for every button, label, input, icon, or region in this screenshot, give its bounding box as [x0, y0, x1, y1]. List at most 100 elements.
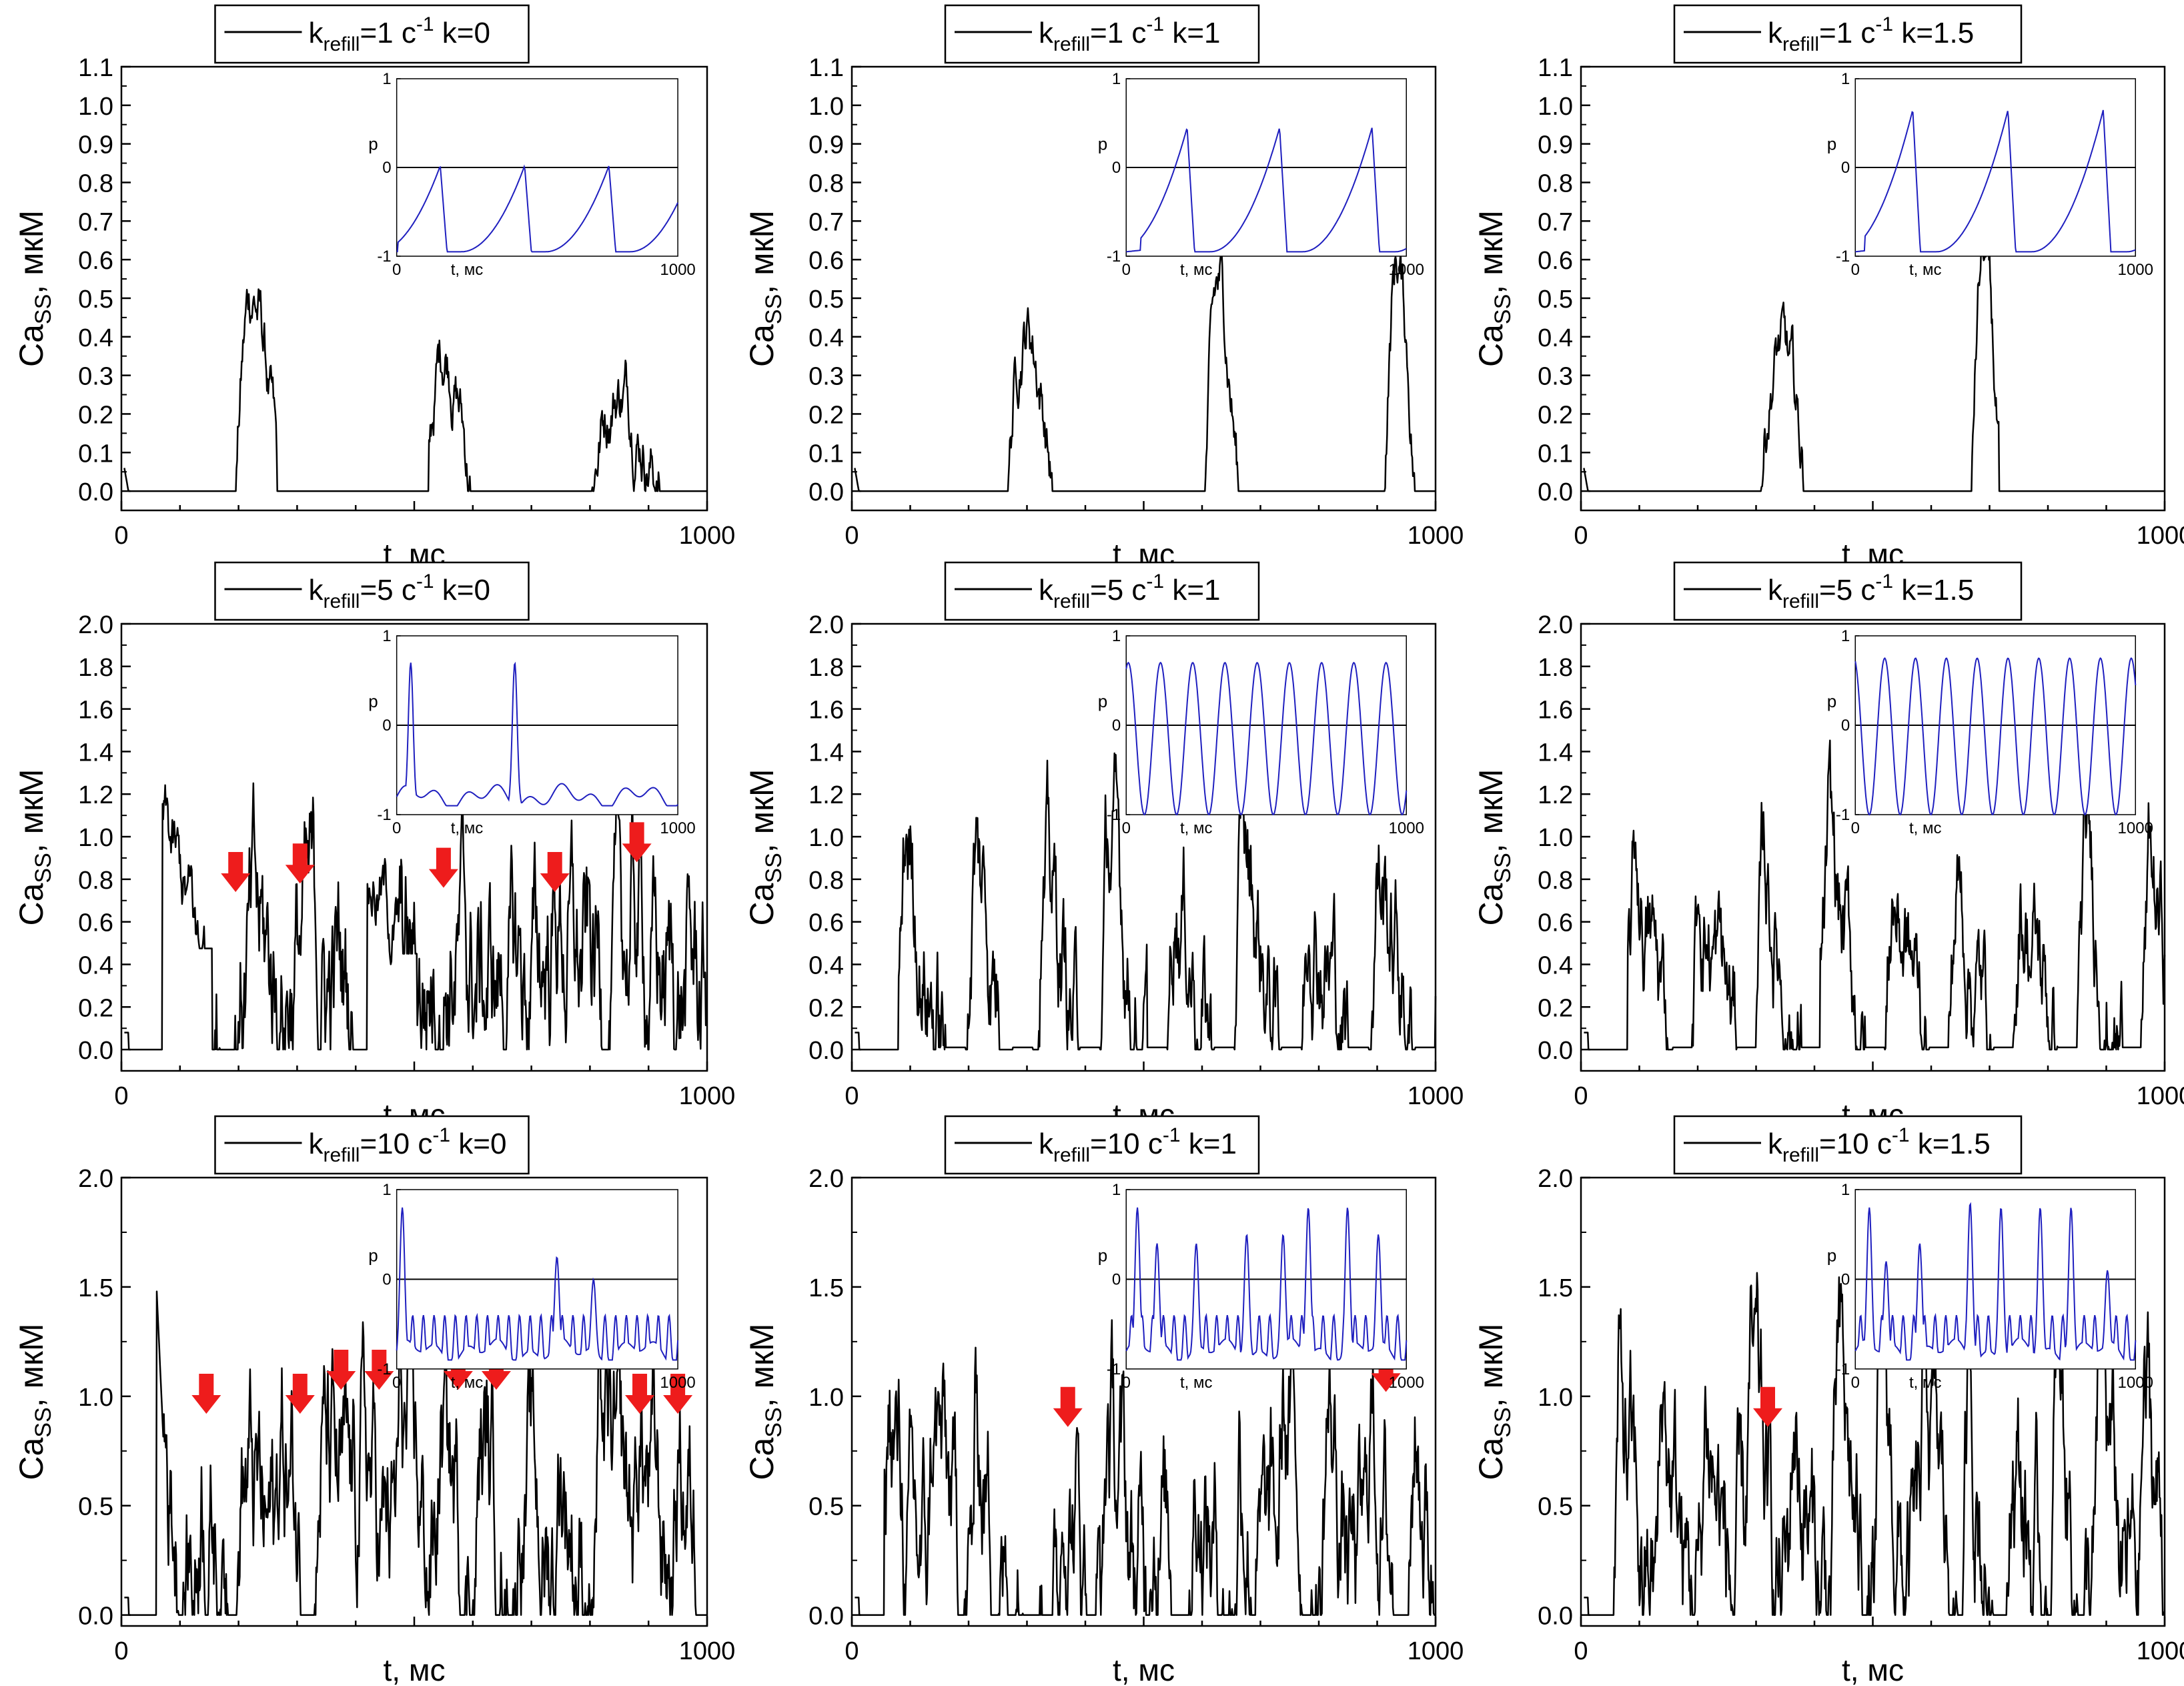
y-axis-label: CaSS, мкМ — [743, 1324, 786, 1481]
y-tick-label: 0.1 — [808, 440, 844, 468]
inset-x-tick-label: 0 — [1851, 1374, 1860, 1392]
y-axis-label: CaSS, мкМ — [1472, 210, 1516, 367]
x-tick-label: 1000 — [1408, 522, 1464, 550]
legend-label: krefill=1 с-1 k=1.5 — [1768, 13, 1974, 55]
y-tick-label: 1.5 — [78, 1274, 113, 1302]
y-tick-label: 0.9 — [808, 131, 844, 159]
y-tick-label: 0.1 — [1538, 440, 1573, 468]
x-tick-label: 0 — [845, 1637, 859, 1665]
red-arrow-marker — [221, 852, 251, 892]
legend-label: krefill=1 с-1 k=0 — [308, 13, 490, 55]
y-tick-label: 0.5 — [78, 1493, 113, 1521]
inset-x-tick-label: 0 — [1122, 1374, 1131, 1392]
legend-box — [1673, 4, 2023, 64]
y-axis-label: CaSS, мкМ — [743, 769, 786, 926]
inset-x-label: t, мс — [1909, 819, 1942, 837]
chart-panel-2: 0.00.10.20.30.40.50.60.70.80.91.01.10 100… — [743, 4, 1464, 572]
inset-x-tick-label: 1000 — [2118, 261, 2153, 279]
inset-y-tick-label: 1 — [1841, 627, 1850, 645]
y-tick-label: 1.6 — [808, 697, 844, 725]
y-tick-label: 1.5 — [808, 1274, 844, 1302]
y-tick-label: 0.5 — [1538, 1493, 1573, 1521]
red-arrow-marker — [364, 1349, 394, 1390]
inset-y-tick-label: -1 — [1107, 806, 1121, 824]
y-tick-label: 1.4 — [78, 739, 113, 767]
y-tick-label: 1.1 — [808, 54, 844, 82]
y-tick-label: 0.6 — [808, 247, 844, 275]
y-tick-label: 0.0 — [808, 1603, 844, 1631]
y-tick-label: 1.0 — [808, 1384, 844, 1412]
y-tick-label: 2.0 — [78, 611, 113, 639]
x-tick-label: 1000 — [2137, 522, 2184, 550]
y-tick-label: 1.0 — [808, 824, 844, 852]
y-axis-label: CaSS, мкМ — [743, 210, 786, 367]
inset-x-tick-label: 1000 — [660, 1374, 695, 1392]
y-tick-label: 1.0 — [78, 1384, 113, 1412]
legend-box — [1673, 561, 2023, 621]
inset-y-tick-label: 0 — [1841, 159, 1850, 177]
inset-y-label: p — [1098, 1246, 1107, 1266]
y-tick-label: 0.2 — [78, 994, 113, 1022]
y-tick-label: 0.8 — [1538, 867, 1573, 895]
inset-y-tick-label: 0 — [382, 1270, 391, 1288]
inset-y-tick-label: -1 — [377, 248, 391, 266]
y-tick-label: 0.2 — [1538, 994, 1573, 1022]
y-tick-label: 0.6 — [1538, 247, 1573, 275]
legend-box — [214, 4, 530, 64]
y-tick-label: 1.5 — [1538, 1274, 1573, 1302]
y-tick-label: 0.2 — [808, 994, 844, 1022]
x-tick-label: 0 — [1574, 1637, 1588, 1665]
x-tick-label: 1000 — [679, 1637, 736, 1665]
y-tick-label: 0.4 — [78, 324, 113, 352]
inset-x-tick-label: 0 — [392, 261, 401, 279]
y-tick-label: 0.0 — [1538, 1037, 1573, 1065]
inset-y-label: p — [1827, 133, 1836, 153]
red-arrow-marker — [622, 822, 652, 863]
inset-x-tick-label: 0 — [1851, 819, 1860, 837]
chart-panel-7: 0.0 0.5 1.0 1.5 2.0 0 1000 t, мс CaSS, мкМ krefil… — [13, 1115, 736, 1686]
inset-x-label: t, мс — [451, 819, 484, 837]
x-tick-label: 1000 — [2137, 1082, 2184, 1110]
y-tick-label: 1.1 — [1538, 54, 1573, 82]
legend-label: krefill=5 с-1 k=1 — [1039, 570, 1220, 612]
y-tick-label: 0.9 — [78, 131, 113, 159]
x-axis-label: t, мс — [1113, 1653, 1175, 1686]
ca-trace-line — [855, 752, 1437, 1051]
y-tick-label: 0.8 — [1538, 169, 1573, 197]
chart-panel-6: 0.0 0.2 0.4 0.6 0.8 1.0 1.2 1.4 1.6 1.8 2.0 0 1000 t,… — [1472, 561, 2184, 1132]
legend-label: krefill=10 с-1 k=0 — [308, 1124, 506, 1166]
chart-panel-9: 0.0 0.5 1.0 1.5 2.0 0 1000 t, мс CaSS, мкМ krefil… — [1472, 1115, 2184, 1686]
inset-y-label: p — [368, 1246, 378, 1266]
legend-label: krefill=5 с-1 k=1.5 — [1768, 570, 1974, 612]
y-axis-label: CaSS, мкМ — [1472, 769, 1516, 926]
inset-y-tick-label: 1 — [382, 627, 391, 645]
inset-p-line — [1125, 661, 1408, 816]
ca-trace-line — [1584, 739, 2166, 1051]
y-tick-label: 1.0 — [1538, 1384, 1573, 1412]
legend-label: krefill=10 с-1 k=1.5 — [1768, 1124, 1991, 1166]
y-tick-label: 0.5 — [808, 286, 844, 314]
red-arrow-marker — [540, 852, 570, 892]
x-tick-label: 0 — [845, 522, 859, 550]
y-tick-label: 0.7 — [78, 208, 113, 236]
y-tick-label: 2.0 — [808, 1165, 844, 1193]
chart-panel-3: 0.00.10.20.30.40.50.60.70.80.91.01.10 100… — [1472, 4, 2184, 572]
y-tick-label: 0.5 — [1538, 286, 1573, 314]
inset-y-label: p — [1827, 691, 1836, 711]
y-tick-label: 1.6 — [78, 697, 113, 725]
red-arrow-marker — [285, 843, 315, 884]
legend-label: krefill=5 с-1 k=0 — [308, 570, 490, 612]
inset-x-tick-label: 0 — [1122, 819, 1131, 837]
y-tick-label: 0.9 — [1538, 131, 1573, 159]
x-tick-label: 1000 — [1408, 1637, 1464, 1665]
y-tick-label: 1.2 — [1538, 781, 1573, 809]
inset-x-tick-label: 1000 — [1389, 261, 1424, 279]
legend-label: krefill=1 с-1 k=1 — [1039, 13, 1220, 55]
inset-y-tick-label: 1 — [1112, 70, 1121, 88]
